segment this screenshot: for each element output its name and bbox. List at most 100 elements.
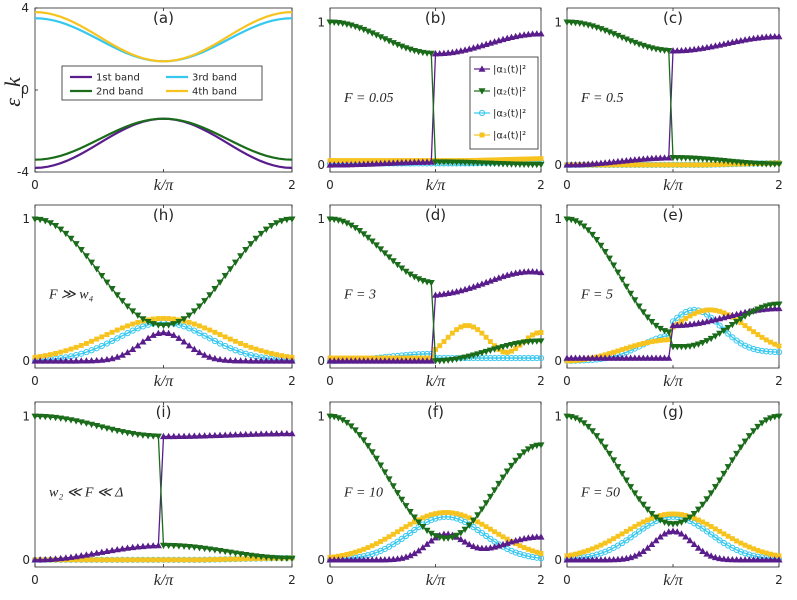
series-2t bbox=[563, 216, 783, 351]
data-point bbox=[597, 354, 605, 361]
data-point bbox=[231, 259, 239, 266]
data-point bbox=[576, 161, 584, 168]
data-point bbox=[252, 553, 260, 560]
data-point bbox=[656, 533, 664, 540]
data-point bbox=[134, 342, 142, 349]
data-point bbox=[627, 290, 635, 298]
data-point bbox=[410, 357, 418, 364]
data-point bbox=[462, 513, 468, 519]
data-point bbox=[377, 246, 385, 253]
data-point bbox=[482, 348, 490, 356]
x-axis-label: k/π bbox=[663, 373, 684, 390]
data-point bbox=[745, 433, 753, 440]
data-point bbox=[759, 549, 765, 555]
data-point bbox=[614, 269, 622, 276]
data-point bbox=[201, 351, 209, 358]
data-point bbox=[364, 160, 372, 167]
data-point bbox=[154, 322, 162, 329]
data-point bbox=[288, 555, 296, 563]
data-point bbox=[58, 349, 64, 355]
data-point bbox=[360, 357, 368, 364]
data-point bbox=[419, 523, 427, 531]
data-point bbox=[530, 332, 536, 338]
data-point bbox=[31, 357, 39, 364]
data-point bbox=[670, 511, 676, 517]
data-point bbox=[707, 490, 715, 497]
data-point bbox=[652, 322, 660, 330]
data-point bbox=[525, 156, 531, 162]
data-point bbox=[653, 162, 659, 168]
axes-box bbox=[34, 204, 293, 369]
data-point bbox=[159, 542, 168, 550]
data-point bbox=[222, 334, 228, 340]
data-point bbox=[694, 544, 702, 551]
data-point bbox=[201, 332, 208, 339]
data-point bbox=[533, 268, 541, 275]
data-point bbox=[750, 345, 757, 353]
data-point bbox=[508, 354, 515, 362]
data-point bbox=[636, 521, 642, 527]
data-point bbox=[134, 312, 142, 319]
data-point bbox=[512, 341, 520, 348]
data-point bbox=[533, 30, 541, 37]
y-tick-label: 1 bbox=[554, 409, 562, 423]
y-tick-label: 0 bbox=[21, 83, 29, 97]
data-point bbox=[423, 357, 431, 364]
data-point bbox=[751, 329, 757, 335]
data-point bbox=[605, 354, 613, 361]
data-point bbox=[521, 354, 528, 362]
series-line bbox=[566, 415, 780, 525]
data-point bbox=[458, 512, 464, 518]
data-point bbox=[226, 356, 234, 364]
x-tick-label: 0 bbox=[31, 178, 39, 192]
data-point bbox=[529, 553, 536, 561]
y-tick-label: 1 bbox=[554, 212, 562, 226]
data-point bbox=[703, 528, 711, 535]
data-point bbox=[170, 321, 178, 328]
data-point bbox=[186, 557, 192, 563]
data-point bbox=[448, 534, 456, 541]
data-point bbox=[326, 161, 334, 168]
data-point bbox=[161, 315, 166, 321]
series-2t bbox=[563, 413, 783, 528]
data-point bbox=[372, 556, 380, 563]
data-point bbox=[330, 161, 338, 168]
data-point bbox=[372, 357, 380, 364]
data-point bbox=[482, 500, 490, 507]
data-point bbox=[176, 557, 182, 563]
data-point bbox=[262, 357, 270, 364]
data-point bbox=[690, 155, 698, 162]
data-point bbox=[584, 354, 592, 361]
data-point bbox=[427, 357, 435, 364]
data-point bbox=[394, 159, 402, 166]
data-point bbox=[478, 350, 486, 357]
data-point bbox=[77, 357, 85, 364]
data-point bbox=[750, 160, 758, 167]
data-point bbox=[398, 496, 406, 504]
x-tick-label: 2 bbox=[288, 374, 296, 388]
data-point bbox=[682, 343, 690, 351]
panel-title: (d) bbox=[425, 206, 446, 224]
data-point bbox=[67, 417, 75, 424]
data-point bbox=[119, 332, 126, 339]
data-point bbox=[457, 535, 465, 543]
data-point bbox=[94, 336, 100, 342]
data-point bbox=[42, 353, 48, 359]
data-point bbox=[772, 341, 778, 347]
data-point bbox=[283, 429, 291, 437]
data-point bbox=[537, 338, 545, 345]
data-point bbox=[649, 339, 655, 345]
data-point bbox=[567, 161, 575, 168]
data-point bbox=[563, 556, 571, 563]
data-point bbox=[762, 556, 770, 563]
x-axis-label: k/π bbox=[154, 572, 175, 589]
data-point bbox=[36, 357, 44, 364]
series-2t bbox=[31, 413, 296, 563]
data-point bbox=[567, 354, 575, 361]
data-point bbox=[149, 542, 157, 549]
series-line bbox=[34, 218, 293, 327]
data-point bbox=[108, 354, 116, 362]
data-point bbox=[140, 557, 146, 563]
data-point bbox=[754, 306, 762, 313]
data-point bbox=[576, 556, 584, 563]
